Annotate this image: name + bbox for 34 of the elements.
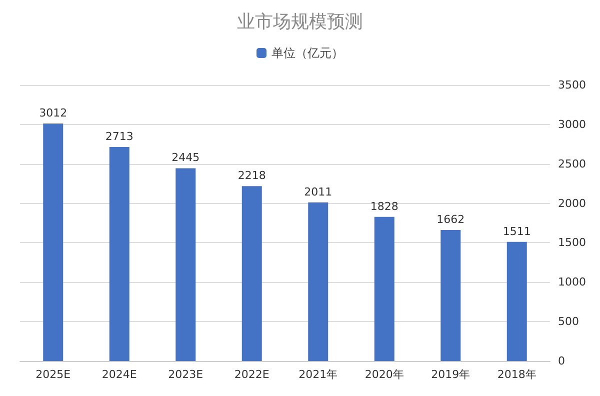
bar — [242, 186, 262, 361]
data-label: 2713 — [105, 130, 134, 144]
bar — [440, 230, 461, 361]
chart-title: 业市场规模预测 — [237, 12, 363, 32]
data-label: 1828 — [370, 200, 398, 213]
y-tick-label: 0 — [558, 354, 565, 368]
x-tick-label: 2022E — [234, 368, 270, 381]
data-label: 2218 — [238, 169, 266, 182]
y-tick-label: 2500 — [558, 157, 586, 170]
y-tick-label: 2000 — [558, 196, 586, 210]
y-tick-label: 1000 — [558, 276, 586, 289]
bar — [374, 216, 394, 361]
x-tick-label: 2023E — [168, 368, 204, 381]
legend-label: 单位（亿元） — [272, 46, 344, 60]
x-tick-label: 2019年 — [431, 368, 470, 381]
data-label: 3012 — [39, 106, 68, 120]
bar — [109, 147, 130, 361]
data-label: 1511 — [502, 224, 531, 238]
bar — [506, 242, 527, 361]
y-tick-label: 500 — [558, 315, 579, 328]
bar — [43, 123, 64, 361]
data-label: 2011 — [304, 185, 332, 198]
x-tick-label: 2024E — [102, 368, 137, 381]
x-tick-label: 2021年 — [298, 368, 338, 381]
bar — [308, 202, 328, 361]
y-tick-label: 3500 — [558, 78, 586, 92]
data-label: 1662 — [436, 212, 465, 226]
x-tick-label: 2025E — [36, 368, 71, 381]
data-label: 2445 — [172, 151, 200, 164]
x-tick-label: 2020年 — [364, 368, 404, 381]
x-tick-label: 2018年 — [497, 368, 536, 381]
bar — [176, 168, 196, 361]
y-tick-label: 1500 — [558, 236, 586, 250]
y-tick-label: 3000 — [558, 118, 586, 131]
